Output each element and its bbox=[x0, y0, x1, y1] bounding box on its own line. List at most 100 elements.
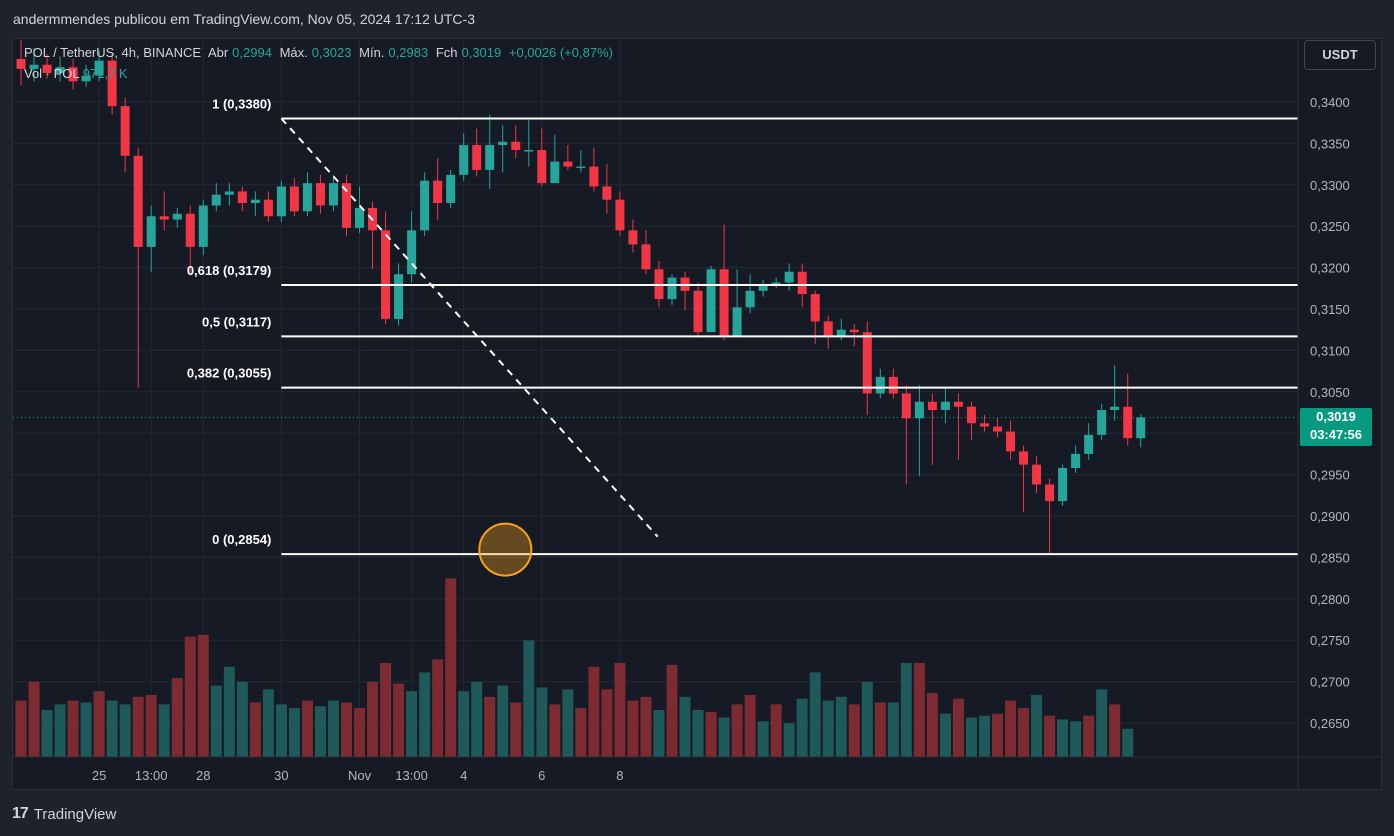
time-tick-label: 6 bbox=[538, 768, 545, 783]
volume-bar bbox=[705, 711, 717, 757]
volume-bar bbox=[484, 696, 496, 757]
candle-body bbox=[485, 145, 495, 170]
chart-pane[interactable] bbox=[12, 38, 1382, 790]
currency-button[interactable]: USDT bbox=[1304, 40, 1376, 70]
open-label: Abr bbox=[207, 45, 229, 60]
volume-bar bbox=[262, 689, 274, 757]
volume-bar bbox=[197, 634, 209, 757]
price-tick-label: 0,2900 bbox=[1310, 509, 1350, 524]
candle-body bbox=[1123, 406, 1133, 439]
candle-body bbox=[524, 150, 534, 152]
last-price-value: 0,3019 bbox=[1316, 409, 1356, 424]
candle-body bbox=[1019, 451, 1029, 465]
candle-body bbox=[875, 376, 885, 394]
candle-body bbox=[302, 183, 312, 212]
candle-body bbox=[328, 183, 338, 206]
volume-bar bbox=[275, 704, 287, 757]
time-tick-label: 8 bbox=[616, 768, 623, 783]
candle-body bbox=[394, 274, 404, 319]
volume-bar bbox=[562, 689, 574, 757]
header-bar: andermmendes publicou em TradingView.com… bbox=[0, 0, 1394, 38]
candle-body bbox=[355, 207, 365, 228]
candle-body bbox=[342, 183, 351, 228]
candle-body bbox=[289, 186, 299, 212]
volume-bar bbox=[158, 704, 170, 757]
candle-body bbox=[381, 230, 391, 319]
volume-bar bbox=[106, 700, 118, 757]
volume-bar bbox=[913, 663, 925, 757]
volume-bar bbox=[288, 708, 300, 757]
volume-bar bbox=[367, 681, 379, 757]
volume-bar bbox=[249, 702, 261, 757]
volume-bar bbox=[653, 710, 665, 757]
volume-bar bbox=[848, 704, 860, 757]
volume-bar bbox=[796, 698, 808, 757]
volume-bar bbox=[406, 691, 418, 757]
volume-bar bbox=[1057, 719, 1069, 757]
time-tick-label: 25 bbox=[92, 768, 106, 783]
candle-body bbox=[120, 106, 130, 156]
volume-bar bbox=[223, 666, 235, 757]
volume-bar bbox=[354, 708, 366, 757]
candle-body bbox=[237, 191, 247, 204]
candle-body bbox=[1032, 464, 1042, 485]
candle-body bbox=[537, 150, 547, 184]
candle-body bbox=[315, 183, 325, 206]
volume-bar bbox=[549, 704, 561, 757]
candle-body bbox=[185, 213, 195, 247]
volume-bar bbox=[640, 696, 652, 757]
volume-bar bbox=[28, 681, 40, 757]
candle-body bbox=[1006, 431, 1016, 452]
candle-body bbox=[745, 290, 755, 308]
fib-level-label: 0,382 (0,3055) bbox=[187, 366, 272, 381]
price-tick-label: 0,2950 bbox=[1310, 468, 1350, 483]
volume-bar bbox=[171, 678, 183, 757]
candle-body bbox=[211, 194, 221, 206]
candle-body bbox=[263, 199, 273, 217]
change-value: +0,0026 (+0,87%) bbox=[508, 45, 613, 60]
time-tick-label: 13:00 bbox=[135, 768, 168, 783]
candle-body bbox=[615, 199, 625, 231]
volume-bar bbox=[327, 700, 339, 757]
volume-bar bbox=[809, 672, 821, 757]
candle-body bbox=[836, 329, 846, 336]
candle-body bbox=[628, 230, 638, 245]
symbol-name[interactable]: POL / TetherUS, 4h, BINANCE bbox=[24, 45, 202, 60]
candle-body bbox=[953, 401, 963, 407]
candle-body bbox=[823, 321, 833, 336]
volume-bar bbox=[822, 700, 834, 757]
volume-bar bbox=[1096, 689, 1108, 757]
candle-body bbox=[758, 285, 768, 291]
volume-bar bbox=[93, 691, 105, 757]
volume-bar bbox=[783, 723, 795, 757]
price-tick-label: 0,2850 bbox=[1310, 550, 1350, 565]
volume-bar bbox=[978, 715, 990, 757]
volume-bar bbox=[992, 713, 1003, 757]
volume-label[interactable]: Vol · POL bbox=[24, 66, 80, 81]
fib-level-label: 0,5 (0,3117) bbox=[202, 314, 271, 329]
candle-body bbox=[914, 401, 924, 419]
candle-body bbox=[55, 67, 65, 74]
candle-body bbox=[784, 271, 794, 283]
volume-bar bbox=[314, 706, 326, 757]
footer-brand[interactable]: 17 TradingView bbox=[12, 805, 116, 823]
volume-bar bbox=[380, 663, 392, 757]
volume-bar bbox=[341, 702, 352, 757]
volume-bar bbox=[510, 702, 522, 757]
low-value: 0,2983 bbox=[388, 45, 429, 60]
candle-body bbox=[16, 58, 26, 69]
volume-bar bbox=[1070, 721, 1082, 757]
volume-bar bbox=[210, 685, 222, 757]
candle-body bbox=[81, 75, 91, 82]
candle-body bbox=[146, 216, 156, 247]
candle-body bbox=[1058, 467, 1068, 502]
time-tick-label: Nov bbox=[348, 768, 372, 783]
volume-bar bbox=[67, 700, 79, 757]
candle-body bbox=[1045, 484, 1055, 502]
candle-body bbox=[420, 180, 430, 231]
candle-body bbox=[276, 186, 286, 217]
candle-body bbox=[706, 269, 716, 333]
time-tick-label: 4 bbox=[460, 768, 467, 783]
price-tick-label: 0,3050 bbox=[1310, 385, 1350, 400]
